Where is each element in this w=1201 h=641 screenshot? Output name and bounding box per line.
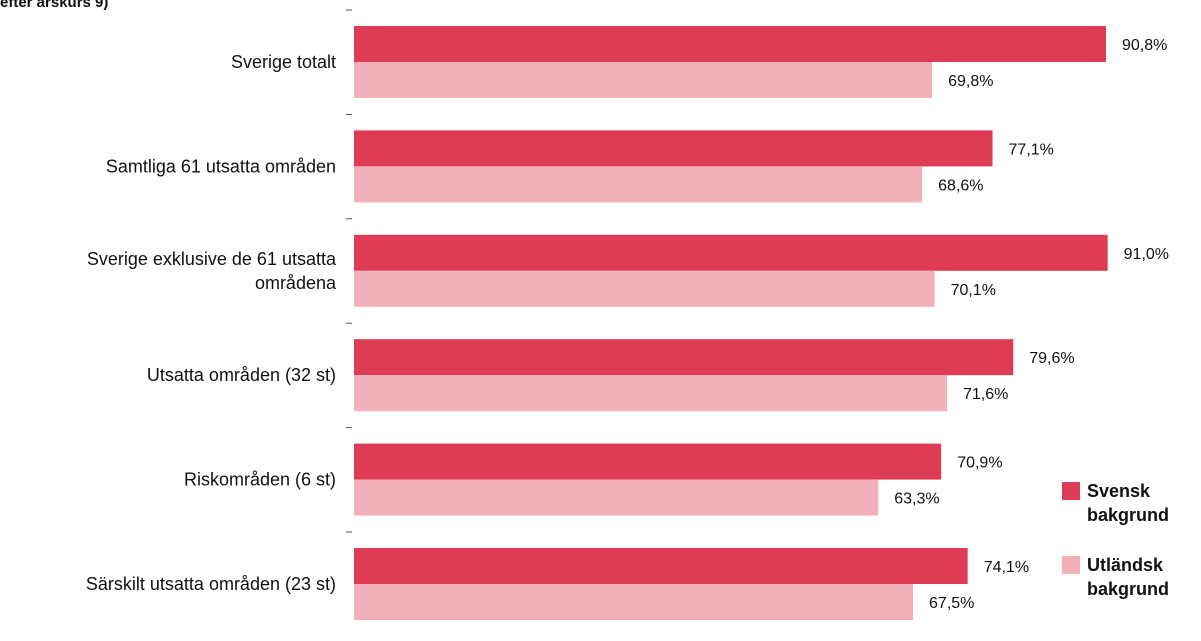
- category-label: Sverige totalt: [231, 52, 336, 72]
- legend-label: Svensk: [1087, 481, 1151, 501]
- category-label: områdena: [255, 273, 337, 293]
- bar: [354, 166, 923, 203]
- bar: [354, 443, 942, 480]
- data-label: 63,3%: [894, 491, 939, 508]
- bar: [354, 62, 933, 98]
- data-label: 74,1%: [984, 559, 1029, 576]
- data-label: 90,8%: [1122, 37, 1167, 54]
- category-label: Riskområden (6 st): [184, 470, 336, 490]
- data-label: 68,6%: [938, 177, 983, 194]
- bar: [354, 584, 914, 620]
- legend-swatch: [1062, 482, 1080, 500]
- chart-subtitle: efter årskurs 9): [0, 0, 109, 11]
- data-label: 70,1%: [951, 282, 996, 299]
- data-label: 69,8%: [948, 73, 993, 90]
- bar: [354, 375, 947, 412]
- data-label: 91,0%: [1124, 246, 1169, 263]
- data-label: 79,6%: [1029, 350, 1074, 367]
- legend-label: Utländsk: [1087, 555, 1164, 575]
- data-label: 71,6%: [963, 386, 1008, 403]
- category-label: Särskilt utsatta områden (23 st): [86, 574, 336, 594]
- bar: [354, 270, 935, 307]
- legend-label: bakgrund: [1087, 505, 1169, 525]
- bar: [354, 339, 1014, 376]
- legend-swatch: [1062, 556, 1080, 574]
- category-label: Samtliga 61 utsatta områden: [106, 156, 336, 176]
- data-label: 67,5%: [929, 595, 974, 612]
- bar: [354, 479, 879, 516]
- data-label: 77,1%: [1009, 141, 1054, 158]
- bar: [354, 548, 968, 584]
- category-label: Utsatta områden (32 st): [147, 365, 336, 385]
- bar: [354, 234, 1108, 271]
- bar: [354, 130, 993, 167]
- category-label: Sverige exklusive de 61 utsatta: [87, 249, 337, 269]
- bar: [354, 26, 1106, 62]
- legend-label: bakgrund: [1087, 579, 1169, 599]
- data-label: 70,9%: [957, 455, 1002, 472]
